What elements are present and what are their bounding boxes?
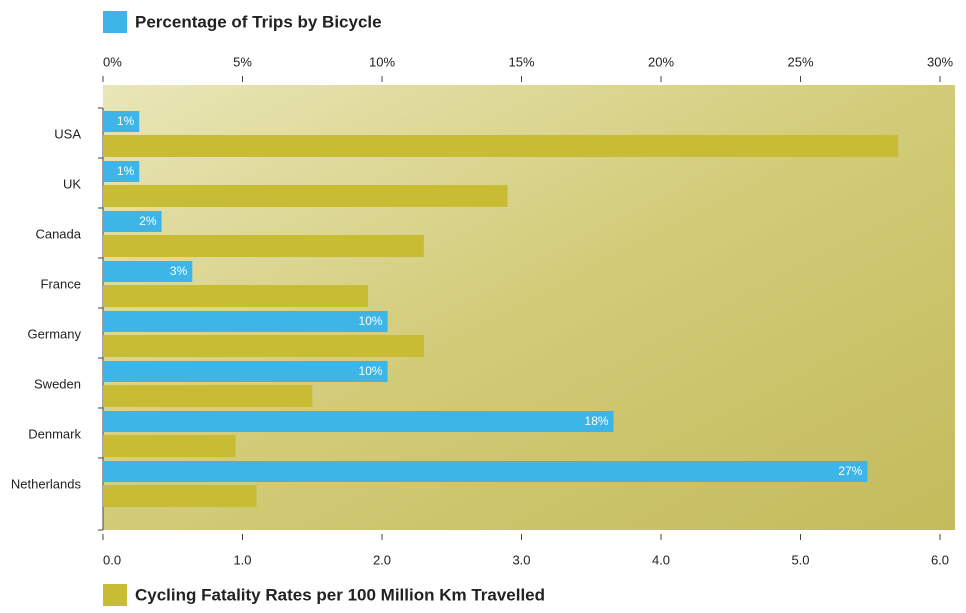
x-tick-label: 0%	[103, 54, 122, 69]
bar	[103, 185, 508, 207]
value-label: 1%	[117, 114, 135, 128]
legend-swatch	[103, 584, 127, 606]
legend-label: Cycling Fatality Rates per 100 Million K…	[135, 585, 545, 604]
bar	[103, 285, 369, 307]
value-label: 10%	[359, 314, 383, 328]
bar	[103, 411, 614, 432]
category-label: USA	[54, 126, 81, 141]
x-tick-label: 5%	[233, 54, 252, 69]
bar	[103, 335, 424, 357]
x-tick-label: 10%	[369, 54, 395, 69]
value-label: 10%	[359, 364, 383, 378]
bar	[103, 161, 140, 182]
x-tick-label: 20%	[648, 54, 674, 69]
x-tick-label: 30%	[927, 54, 953, 69]
value-label: 3%	[170, 264, 188, 278]
x2-tick-label: 3.0	[512, 552, 530, 567]
bar	[103, 311, 388, 332]
legend-label: Percentage of Trips by Bicycle	[135, 12, 382, 31]
bar	[103, 461, 868, 482]
x2-tick-label: 0.0	[103, 552, 121, 567]
value-label: 18%	[585, 414, 609, 428]
category-label: Germany	[28, 326, 82, 341]
bar	[103, 211, 162, 232]
x2-tick-label: 2.0	[373, 552, 391, 567]
x-tick-label: 15%	[508, 54, 534, 69]
bar	[103, 261, 193, 282]
value-label: 2%	[139, 214, 157, 228]
bar	[103, 235, 424, 257]
bar	[103, 385, 313, 407]
category-label: Denmark	[28, 426, 81, 441]
value-label: 27%	[838, 464, 862, 478]
category-label: UK	[63, 176, 81, 191]
bar	[103, 135, 899, 157]
category-label: Canada	[35, 226, 81, 241]
legend-swatch	[103, 11, 127, 33]
x2-tick-label: 4.0	[652, 552, 670, 567]
x-tick-label: 25%	[787, 54, 813, 69]
value-label: 1%	[117, 164, 135, 178]
background-photo	[103, 85, 955, 530]
x2-tick-label: 1.0	[233, 552, 251, 567]
bar	[103, 361, 388, 382]
x2-tick-label: 6.0	[931, 552, 949, 567]
category-label: Sweden	[34, 376, 81, 391]
x2-tick-label: 5.0	[791, 552, 809, 567]
bar	[103, 435, 236, 457]
category-label: France	[41, 276, 81, 291]
category-label: Netherlands	[11, 476, 82, 491]
bar	[103, 485, 257, 507]
bar	[103, 111, 140, 132]
